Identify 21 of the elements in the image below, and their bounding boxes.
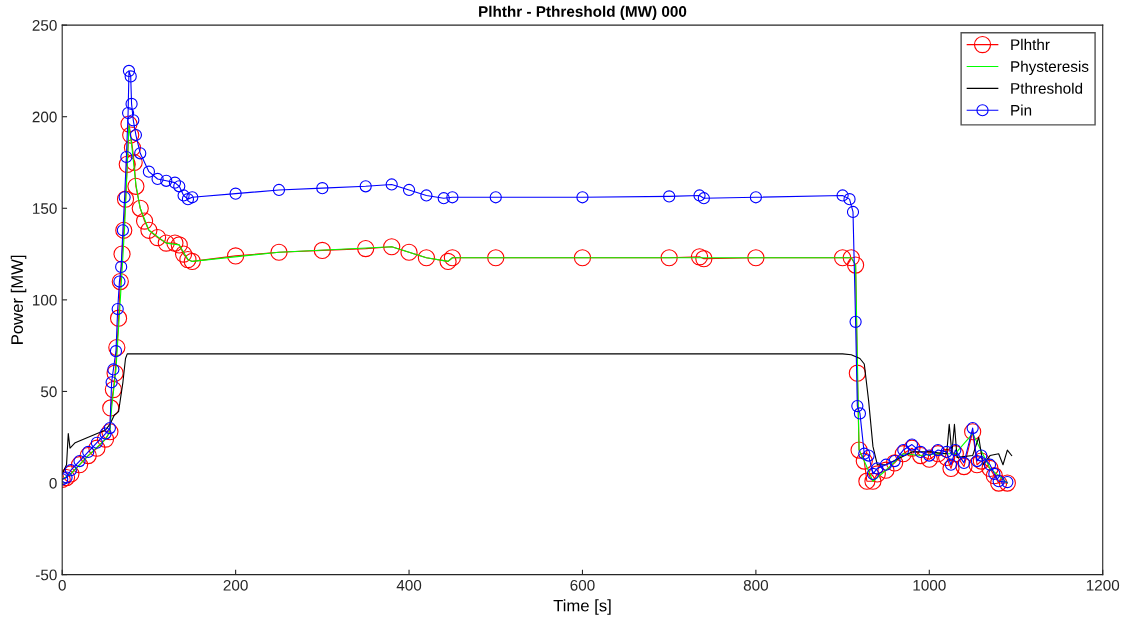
y-tick-label: 0 (49, 477, 57, 489)
x-tick-label: 400 (396, 579, 422, 591)
x-tick-label: 200 (223, 579, 248, 591)
legend-label: Pin (1011, 104, 1032, 116)
legend-label: Physteresis (1011, 60, 1089, 75)
legend-label: Plhthr (1011, 38, 1050, 51)
y-axis-title: Power [MW] (10, 255, 27, 344)
x-tick-label: 800 (743, 579, 769, 591)
x-tick-label: 600 (570, 579, 595, 591)
y-tick-label: 100 (33, 294, 57, 306)
x-tick-label: 1200 (1086, 579, 1120, 591)
y-tick-label: 200 (32, 111, 57, 123)
legend-label: Pthreshold (1011, 82, 1083, 94)
x-tick-label: 0 (58, 579, 66, 591)
x-axis-title: Time [s] (553, 599, 611, 615)
y-tick-label: 50 (40, 386, 57, 398)
y-tick-label: 250 (32, 19, 57, 31)
y-tick-label: -50 (35, 569, 57, 581)
y-tick-label: 150 (33, 203, 57, 214)
x-tick-label: 1000 (913, 579, 946, 591)
chart-title: Plhthr - Pthreshold (MW) 000 (479, 5, 687, 20)
